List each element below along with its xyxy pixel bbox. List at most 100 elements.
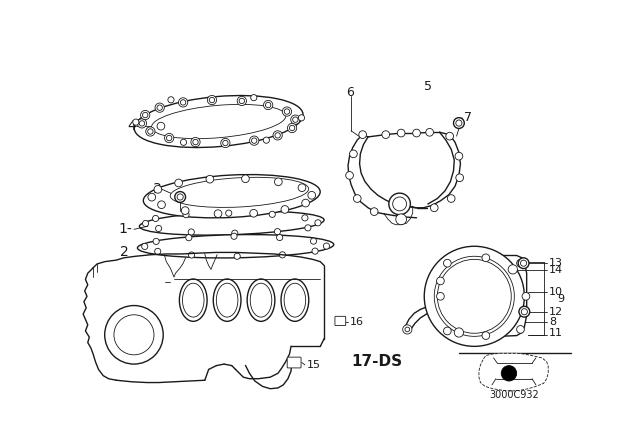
Circle shape xyxy=(132,119,139,125)
Circle shape xyxy=(456,174,463,181)
Circle shape xyxy=(397,129,405,137)
Circle shape xyxy=(371,208,378,215)
Text: 16: 16 xyxy=(349,317,364,327)
Circle shape xyxy=(346,172,353,179)
Circle shape xyxy=(522,293,530,300)
Circle shape xyxy=(239,98,244,103)
Circle shape xyxy=(393,197,406,211)
Ellipse shape xyxy=(250,283,272,317)
Circle shape xyxy=(148,129,153,134)
Circle shape xyxy=(186,235,192,241)
Circle shape xyxy=(424,246,524,346)
Text: 5: 5 xyxy=(424,80,432,93)
Circle shape xyxy=(275,133,280,138)
Circle shape xyxy=(436,293,444,300)
Text: 15: 15 xyxy=(307,360,321,370)
Circle shape xyxy=(264,100,273,110)
Circle shape xyxy=(207,95,216,105)
Circle shape xyxy=(148,193,156,201)
Circle shape xyxy=(516,259,524,267)
Circle shape xyxy=(456,120,462,126)
Circle shape xyxy=(298,184,306,192)
Circle shape xyxy=(444,259,451,267)
Circle shape xyxy=(413,129,420,137)
Circle shape xyxy=(156,225,162,232)
Text: 3: 3 xyxy=(152,181,161,195)
Circle shape xyxy=(231,233,237,239)
Circle shape xyxy=(454,118,464,129)
Circle shape xyxy=(273,131,282,140)
Circle shape xyxy=(143,220,148,227)
Circle shape xyxy=(157,105,163,110)
Circle shape xyxy=(275,178,282,185)
Circle shape xyxy=(157,122,164,130)
Circle shape xyxy=(141,243,148,250)
Circle shape xyxy=(157,201,165,209)
Text: 11: 11 xyxy=(549,327,563,337)
Circle shape xyxy=(168,97,174,103)
Ellipse shape xyxy=(143,175,320,218)
Circle shape xyxy=(152,215,159,222)
Circle shape xyxy=(291,115,300,124)
Circle shape xyxy=(359,131,367,138)
Text: 1-: 1- xyxy=(118,222,132,237)
Circle shape xyxy=(188,229,195,235)
Circle shape xyxy=(287,123,297,133)
Circle shape xyxy=(183,211,189,218)
Circle shape xyxy=(141,110,150,120)
Circle shape xyxy=(349,150,357,158)
Text: 2: 2 xyxy=(120,246,129,259)
Circle shape xyxy=(521,309,527,315)
Circle shape xyxy=(179,98,188,107)
Circle shape xyxy=(154,185,162,193)
Ellipse shape xyxy=(138,235,334,258)
Circle shape xyxy=(143,112,148,118)
Circle shape xyxy=(519,306,530,317)
Text: 14: 14 xyxy=(549,265,563,275)
Circle shape xyxy=(382,131,390,138)
Text: 7: 7 xyxy=(463,111,472,124)
Polygon shape xyxy=(479,353,548,391)
Circle shape xyxy=(520,260,527,266)
Circle shape xyxy=(188,252,195,258)
Circle shape xyxy=(501,366,516,381)
Circle shape xyxy=(389,193,410,215)
FancyBboxPatch shape xyxy=(287,357,301,368)
Circle shape xyxy=(214,210,222,218)
Circle shape xyxy=(310,238,317,244)
Circle shape xyxy=(175,179,182,187)
Circle shape xyxy=(269,211,275,217)
Circle shape xyxy=(226,210,232,216)
Circle shape xyxy=(292,117,298,122)
Circle shape xyxy=(426,129,433,136)
Circle shape xyxy=(436,277,444,285)
Circle shape xyxy=(223,140,228,146)
Circle shape xyxy=(114,315,154,355)
Circle shape xyxy=(279,252,285,258)
Circle shape xyxy=(482,254,490,262)
Circle shape xyxy=(155,248,161,254)
Circle shape xyxy=(166,135,172,141)
Circle shape xyxy=(250,209,257,217)
Circle shape xyxy=(191,138,200,146)
Circle shape xyxy=(518,258,529,269)
Circle shape xyxy=(323,243,330,249)
Circle shape xyxy=(302,215,308,221)
Circle shape xyxy=(516,326,524,333)
Circle shape xyxy=(403,325,412,334)
Circle shape xyxy=(252,138,257,143)
Ellipse shape xyxy=(134,95,303,147)
Circle shape xyxy=(446,132,454,140)
Ellipse shape xyxy=(216,283,238,317)
Text: 3000C932: 3000C932 xyxy=(490,390,540,400)
Circle shape xyxy=(435,256,515,336)
Circle shape xyxy=(193,139,198,145)
Ellipse shape xyxy=(247,279,275,321)
Circle shape xyxy=(289,125,295,131)
Circle shape xyxy=(155,103,164,112)
Circle shape xyxy=(175,192,186,202)
Circle shape xyxy=(308,191,316,199)
Circle shape xyxy=(312,248,318,254)
Circle shape xyxy=(275,228,280,235)
Circle shape xyxy=(508,265,517,274)
